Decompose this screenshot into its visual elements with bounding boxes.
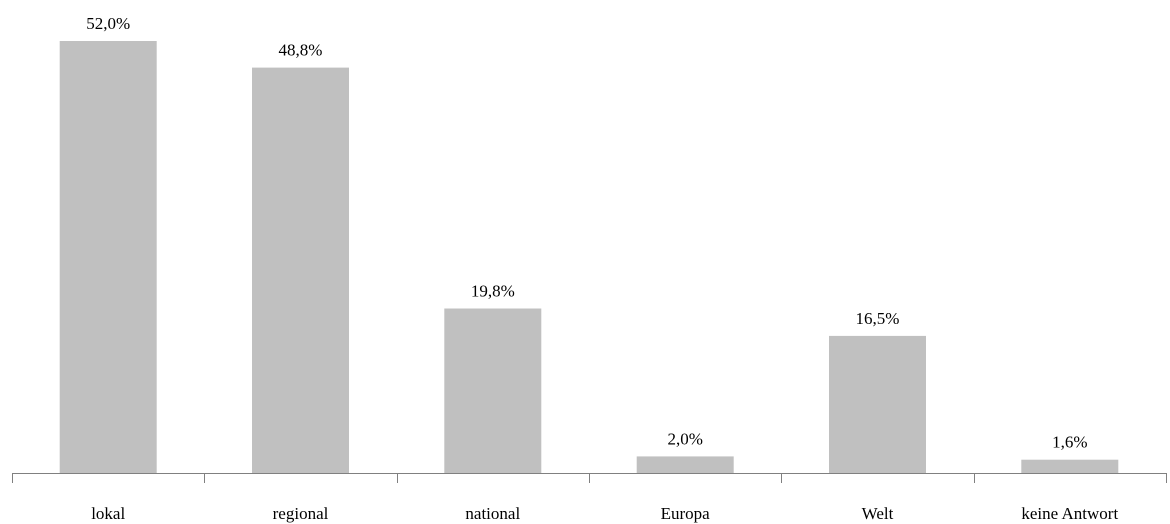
category-label-europa: Europa [661,504,711,523]
category-label-lokal: lokal [91,504,125,523]
value-label-keine-antwort: 1,6% [1052,433,1087,452]
value-label-lokal: 52,0% [86,14,130,33]
category-label-keine-antwort: keine Antwort [1021,504,1118,523]
value-label-national: 19,8% [471,282,515,301]
value-label-welt: 16,5% [856,309,900,328]
x-axis [12,473,1167,483]
category-labels-layer: lokal regional national Europa Welt keine Ant… [91,504,1118,523]
category-label-national: national [465,504,520,523]
category-label-welt: Welt [862,504,894,523]
value-label-regional: 48,8% [279,41,323,60]
category-label-regional: regional [273,504,329,523]
bar-national [444,308,542,473]
bar-welt [829,335,926,473]
bar-keine-antwort [1021,459,1119,473]
bars-layer [59,41,1119,473]
bar-europa [636,456,734,473]
bar-lokal [59,41,157,473]
value-labels-layer: 52,0% 48,8% 19,8% 2,0% 16,5% 1,6% [86,14,1087,452]
bar-regional [252,67,349,473]
value-label-europa: 2,0% [667,429,702,448]
